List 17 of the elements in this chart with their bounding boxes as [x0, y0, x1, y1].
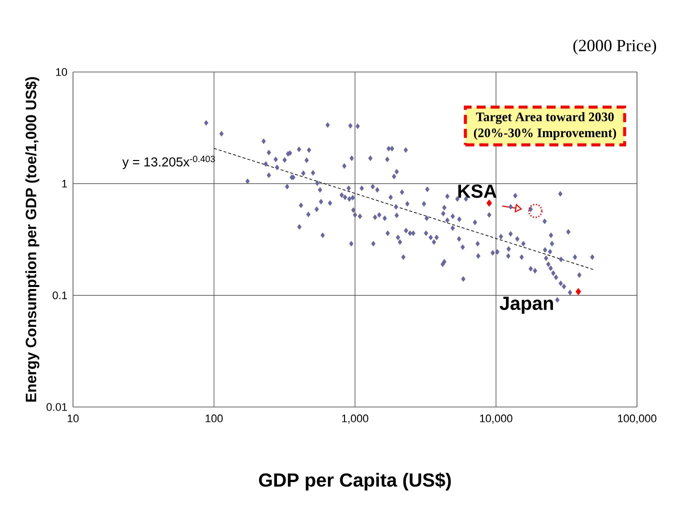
text: (2000 Price) — [573, 39, 656, 55]
annotation: Target Area toward 2030 — [476, 112, 614, 124]
x-tick-label: 10,000 — [480, 414, 512, 424]
series-label: KSA — [458, 184, 497, 198]
x-axis-title: GDP per Capita (US$) — [259, 472, 451, 490]
annotation: (20%-30% Improvement) — [474, 128, 616, 140]
annotation: y = 13.205x$^{-0.403}$ — [122, 156, 215, 170]
x-tick-label: 1,000 — [342, 414, 368, 424]
series-label: Japan — [500, 296, 553, 314]
x-tick-label: 100,000 — [618, 414, 656, 424]
y-axis-title: Energy Consumption per GDP (toe/1,000 US$) — [25, 77, 40, 402]
y-tick-label: 0.1 — [52, 291, 67, 300]
y-tick-label: 1 — [62, 180, 67, 188]
x-tick-label: 10 — [68, 414, 79, 422]
x-tick-label: 100 — [206, 414, 223, 422]
y-tick-label: 10 — [56, 68, 68, 76]
y-tick-label: 0.01 — [46, 403, 67, 411]
